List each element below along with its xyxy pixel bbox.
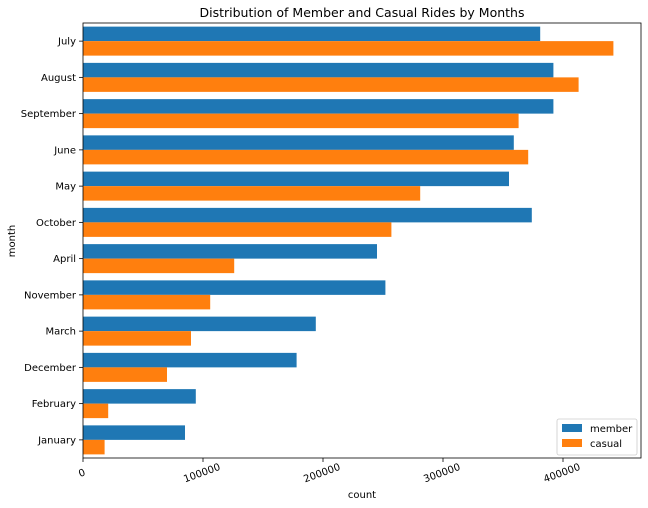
legend-label-member: member bbox=[590, 424, 633, 435]
bar-casual-march bbox=[83, 331, 191, 346]
bar-member-may bbox=[83, 171, 509, 187]
y-tick-label: August bbox=[41, 73, 76, 84]
y-tick-label: June bbox=[53, 145, 76, 156]
x-axis-label: count bbox=[348, 490, 376, 501]
bar-member-november bbox=[83, 280, 386, 295]
y-axis-label: month bbox=[7, 225, 18, 257]
bar-member-december bbox=[83, 352, 297, 368]
bar-casual-june bbox=[83, 149, 529, 165]
y-tick-label: November bbox=[24, 290, 77, 301]
legend-swatch-casual bbox=[562, 439, 582, 447]
bar-member-january bbox=[83, 425, 185, 440]
bar-member-september bbox=[83, 99, 554, 114]
bar-casual-october bbox=[83, 222, 392, 237]
legend-swatch-member bbox=[562, 424, 582, 432]
bar-casual-september bbox=[83, 113, 519, 129]
bar-casual-november bbox=[83, 294, 211, 310]
bar-casual-february bbox=[83, 403, 109, 419]
y-tick-label: January bbox=[37, 435, 76, 446]
bar-casual-december bbox=[83, 367, 167, 382]
y-tick-label: December bbox=[24, 363, 77, 374]
plot-border bbox=[82, 22, 642, 459]
bar-casual-may bbox=[83, 186, 421, 201]
legend-label-casual: casual bbox=[590, 439, 622, 450]
bar-member-february bbox=[83, 389, 196, 404]
chart-title: Distribution of Member and Casual Rides … bbox=[200, 5, 525, 20]
y-tick-label: April bbox=[53, 254, 76, 265]
bar-casual-january bbox=[83, 439, 105, 455]
bar-member-june bbox=[83, 135, 514, 150]
y-tick-label: July bbox=[57, 37, 76, 48]
bar-member-july bbox=[83, 26, 541, 42]
y-axis-ticks: July August September June May October April No… bbox=[21, 37, 83, 446]
bar-member-march bbox=[83, 316, 316, 332]
y-tick-label: October bbox=[36, 218, 77, 229]
bar-member-april bbox=[83, 244, 377, 259]
legend: member casual bbox=[556, 418, 638, 456]
bar-casual-april bbox=[83, 258, 235, 274]
bar-casual-august bbox=[83, 77, 579, 92]
bars-group bbox=[83, 26, 614, 455]
y-tick-label: May bbox=[55, 182, 76, 193]
bar-member-october bbox=[83, 207, 532, 223]
bar-member-august bbox=[83, 62, 554, 78]
x-tick-label: 0 bbox=[77, 467, 87, 480]
y-tick-label: March bbox=[46, 327, 76, 338]
y-tick-label: September bbox=[21, 109, 77, 120]
bar-casual-july bbox=[83, 41, 614, 56]
plot-frame bbox=[82, 22, 642, 459]
y-tick-label: February bbox=[32, 399, 76, 410]
